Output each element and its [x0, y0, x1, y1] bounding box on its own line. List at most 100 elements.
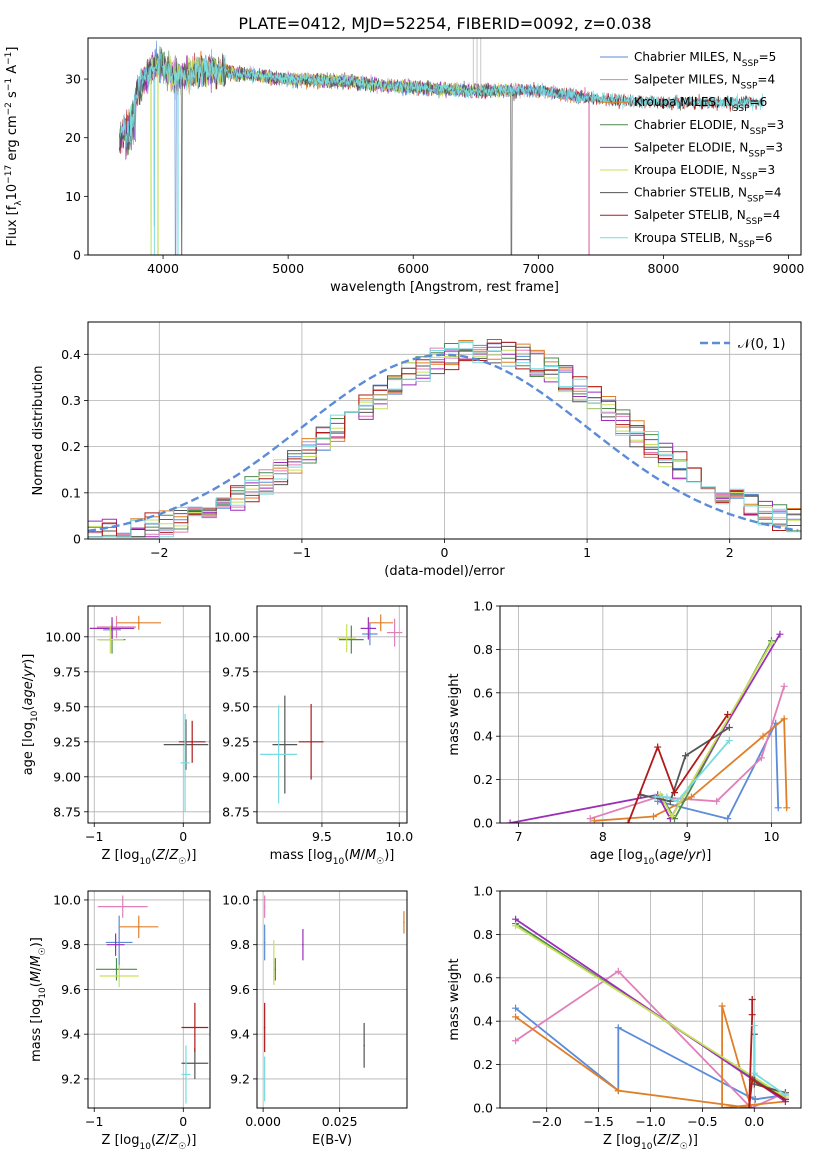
x-axis-label: Z [log10(Z/Z☉)] [102, 848, 197, 867]
y-tick-label: 1.0 [473, 599, 493, 614]
weight-line-salpeter-elodie [509, 633, 781, 823]
label-part: Salpeter ELODIE, N [634, 140, 748, 154]
label-part: ( [21, 706, 36, 711]
age-vs-mass-panel: 9.5 10.0 8.75 9.00 9.25 9.50 9.75 10.00 mass [lo… [214, 605, 413, 867]
label-part: SSP [741, 82, 758, 92]
figure-title: PLATE=0412, MJD=52254, FIBERID=0092, z=0… [238, 14, 651, 33]
weight-marker [745, 1104, 753, 1108]
weight-marker [654, 743, 662, 751]
weight-marker [512, 1004, 520, 1012]
label-part: / [29, 966, 44, 971]
label-part: SSP [742, 59, 759, 69]
label-part: age [log [590, 848, 643, 863]
y-tick-label: 10.00 [214, 629, 250, 644]
weight-marker [780, 715, 788, 723]
weight-line-salpeter-stelib [748, 999, 786, 1108]
label-part: =3 [765, 140, 783, 154]
legend-label: Kroupa ELODIE, NSSP=3 [634, 163, 775, 182]
y-axis-label: Normed distribution [31, 366, 46, 496]
data-point [369, 633, 371, 635]
weight-marker [718, 1104, 726, 1108]
y-tick-label: 10 [65, 189, 81, 204]
x-tick-label: 7 [515, 829, 523, 844]
weight-marker [624, 819, 632, 823]
weight-line-kroupa-stelib [655, 739, 730, 803]
normal-curve [88, 353, 799, 533]
weight-marker [651, 793, 659, 801]
y-tick-label: 0.3 [61, 393, 81, 408]
weight-line-kroupa-miles [594, 716, 788, 822]
label-part: / [21, 676, 36, 681]
x-tick-label: −0.5 [687, 1114, 717, 1129]
label-part: / [165, 848, 170, 863]
legend-label: Chabrier STELIB, NSSP=4 [634, 186, 782, 205]
legend-label: Kroupa MILES, NSSP=6 [634, 95, 767, 114]
label-part: M [29, 955, 44, 966]
label-part: s [5, 91, 20, 102]
y-tick-label: 0 [73, 248, 81, 263]
y-tick-label: 8.75 [222, 804, 250, 819]
y-tick-label: 0.2 [61, 439, 81, 454]
y-tick-label: 10.00 [45, 629, 81, 644]
x-tick-label: 8000 [647, 261, 679, 276]
label-part: )] [701, 848, 711, 863]
label-part: Kroupa STELIB, N [634, 231, 738, 245]
x-axis-label: (data-model)/error [384, 564, 505, 579]
y-axis-label: mass weight [447, 958, 462, 1040]
y-axis-label: Flux [fλ10−17 erg cm−2 s−1 A−1] [4, 47, 24, 247]
data-point [345, 637, 348, 639]
x-tick-label: −1.0 [635, 1114, 665, 1129]
axes-frame [499, 890, 802, 1109]
weight-marker [512, 915, 520, 923]
label-part: ( [29, 982, 44, 987]
label-part: Salpeter STELIB, N [634, 208, 746, 222]
label-part: )] [29, 937, 44, 947]
label-part: =3 [757, 163, 775, 177]
y-axis-label: age [log10(age/yr)] [21, 654, 40, 776]
weight-marker [725, 724, 733, 732]
y-tick-label: 9.8 [230, 937, 250, 952]
label-part: )] [21, 654, 36, 664]
mass-vs-Z-panel: −1 09.29.49.69.810.0Z [log10(Z/Z☉)]mass [… [29, 890, 211, 1152]
weight-marker [767, 639, 775, 647]
data-point [263, 1078, 266, 1080]
label-part: Kroupa MILES, N [634, 95, 733, 109]
x-tick-label: −1.5 [583, 1114, 613, 1129]
data-point [263, 1026, 266, 1029]
y-tick-label: 9.50 [53, 699, 81, 714]
histogram-kroupa-stelib [88, 342, 801, 538]
data-point [114, 943, 117, 946]
label-part: =4 [764, 186, 782, 200]
label-part: −17 [4, 165, 14, 184]
y-tick-label: 0.2 [473, 772, 493, 787]
data-point [263, 905, 266, 908]
label-part: =4 [763, 208, 781, 222]
x-tick-label: −1 [293, 545, 311, 560]
spectrum-panel: 4000 5000 6000 7000 8000 9000 0 10 20 30 wavelengt… [4, 37, 804, 295]
y-tick-label: 0.1 [61, 485, 81, 500]
y-tick-label: 9.6 [230, 982, 250, 997]
label-part: Z [155, 1133, 166, 1148]
x-axis-label: mass [log10(M/M☉)] [270, 848, 395, 867]
weight-marker [748, 1076, 756, 1084]
weight-marker [780, 682, 788, 690]
data-point [274, 968, 277, 971]
label-part: Z [log [603, 1133, 641, 1148]
label-part: Z [log [102, 1133, 140, 1148]
label-part: Chabrier STELIB, N [634, 186, 747, 200]
weight-lines [506, 630, 791, 823]
label-part: age [659, 848, 683, 863]
axes-frame [87, 890, 211, 1109]
label-part: Salpeter MILES, N [634, 73, 741, 87]
data-point [277, 753, 280, 756]
y-tick-label: 9.75 [222, 664, 250, 679]
label-part: Z [168, 1133, 179, 1148]
weight-marker [512, 1037, 520, 1045]
label-part: ( [652, 1133, 657, 1148]
label-part: Z [log [102, 848, 140, 863]
weight-marker [673, 797, 681, 805]
weight-marker [649, 812, 657, 820]
x-tick-label: 0.025 [322, 1114, 358, 1129]
